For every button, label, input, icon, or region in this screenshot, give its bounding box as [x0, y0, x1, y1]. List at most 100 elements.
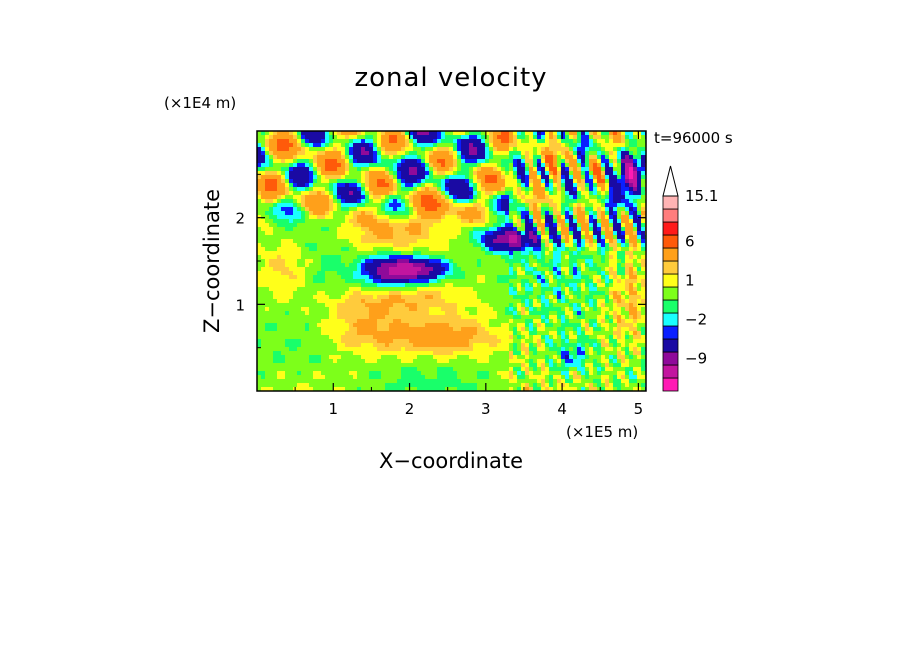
field-cell	[589, 211, 593, 215]
field-cell	[601, 219, 605, 223]
field-cell	[261, 131, 265, 135]
field-cell	[293, 287, 297, 291]
field-cell	[257, 311, 261, 315]
field-cell	[601, 299, 605, 303]
field-cell	[389, 291, 393, 295]
field-cell	[357, 135, 361, 139]
field-cell	[541, 315, 545, 319]
field-cell	[389, 199, 393, 203]
field-cell	[341, 295, 345, 299]
field-cell	[561, 155, 565, 159]
field-cell	[521, 323, 525, 327]
field-cell	[369, 271, 373, 275]
field-cell	[557, 327, 561, 331]
field-cell	[601, 251, 605, 255]
field-cell	[321, 131, 325, 135]
field-cell	[489, 227, 493, 231]
field-cell	[285, 299, 289, 303]
field-cell	[537, 211, 541, 215]
field-cell	[357, 219, 361, 223]
field-cell	[345, 267, 349, 271]
field-cell	[629, 287, 633, 291]
field-cell	[321, 203, 325, 207]
field-cell	[273, 287, 277, 291]
field-cell	[345, 227, 349, 231]
field-cell	[293, 291, 297, 295]
field-cell	[373, 223, 377, 227]
field-cell	[289, 195, 293, 199]
field-cell	[449, 275, 453, 279]
field-cell	[345, 143, 349, 147]
field-cell	[357, 223, 361, 227]
field-cell	[457, 179, 461, 183]
field-cell	[277, 239, 281, 243]
field-cell	[581, 163, 585, 167]
field-cell	[297, 259, 301, 263]
field-cell	[457, 195, 461, 199]
field-cell	[617, 275, 621, 279]
field-cell	[641, 175, 645, 179]
field-cell	[397, 295, 401, 299]
field-cell	[417, 207, 421, 211]
field-cell	[629, 207, 633, 211]
field-cell	[633, 139, 637, 143]
field-cell	[601, 215, 605, 219]
field-cell	[333, 235, 337, 239]
field-cell	[477, 163, 481, 167]
field-cell	[269, 183, 273, 187]
field-cell	[585, 299, 589, 303]
field-cell	[557, 279, 561, 283]
field-cell	[449, 299, 453, 303]
field-cell	[577, 279, 581, 283]
field-cell	[613, 303, 617, 307]
field-cell	[561, 247, 565, 251]
field-cell	[325, 179, 329, 183]
field-cell	[449, 327, 453, 331]
field-cell	[549, 275, 553, 279]
field-cell	[457, 163, 461, 167]
field-cell	[517, 247, 521, 251]
field-cell	[617, 331, 621, 335]
field-cell	[553, 239, 557, 243]
field-cell	[261, 331, 265, 335]
field-cell	[493, 191, 497, 195]
field-cell	[489, 211, 493, 215]
field-cell	[565, 199, 569, 203]
field-cell	[265, 251, 269, 255]
field-cell	[357, 131, 361, 135]
field-cell	[277, 187, 281, 191]
field-cell	[341, 291, 345, 295]
field-cell	[289, 159, 293, 163]
field-cell	[573, 171, 577, 175]
field-cell	[621, 235, 625, 239]
field-cell	[357, 155, 361, 159]
field-cell	[393, 283, 397, 287]
field-cell	[537, 275, 541, 279]
field-cell	[613, 327, 617, 331]
field-cell	[569, 263, 573, 267]
field-cell	[301, 251, 305, 255]
field-cell	[525, 259, 529, 263]
field-cell	[361, 191, 365, 195]
field-cell	[593, 239, 597, 243]
field-cell	[401, 311, 405, 315]
field-cell	[273, 295, 277, 299]
field-cell	[369, 143, 373, 147]
field-cell	[441, 191, 445, 195]
field-cell	[437, 239, 441, 243]
field-cell	[257, 263, 261, 267]
field-cell	[481, 299, 485, 303]
field-cell	[429, 215, 433, 219]
field-cell	[337, 175, 341, 179]
field-cell	[465, 235, 469, 239]
field-cell	[525, 207, 529, 211]
field-cell	[493, 227, 497, 231]
field-cell	[389, 195, 393, 199]
field-cell	[577, 299, 581, 303]
field-cell	[441, 187, 445, 191]
field-cell	[565, 191, 569, 195]
field-cell	[273, 283, 277, 287]
field-cell	[597, 167, 601, 171]
field-cell	[313, 287, 317, 291]
field-cell	[421, 251, 425, 255]
